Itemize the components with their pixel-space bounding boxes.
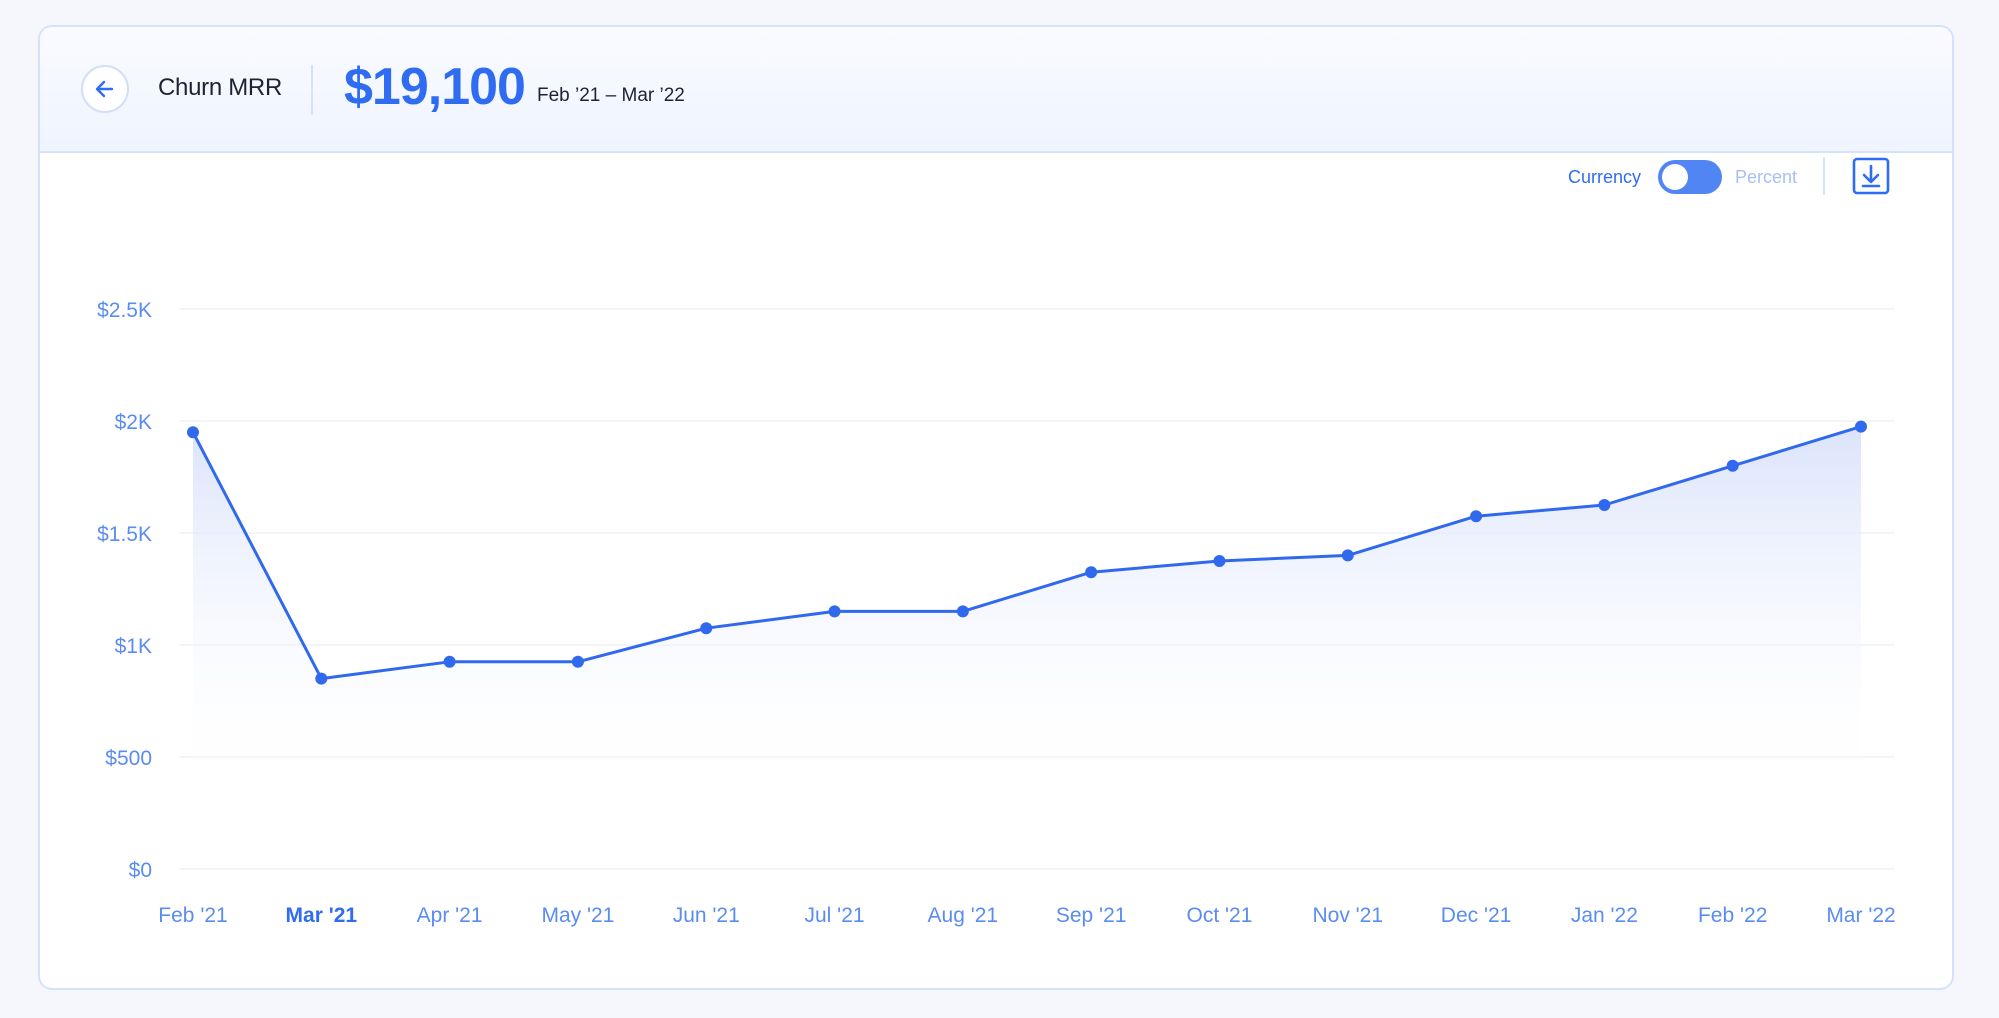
x-tick-label: Feb '22 xyxy=(1698,904,1767,927)
toolbar-divider xyxy=(1823,157,1825,195)
date-range: Feb ’21 – Mar ’22 xyxy=(537,85,685,106)
download-button[interactable] xyxy=(1852,157,1890,195)
back-button[interactable] xyxy=(81,65,129,113)
x-tick-label: Aug '21 xyxy=(928,904,999,927)
data-point xyxy=(315,672,328,685)
x-tick-label: Jun '21 xyxy=(673,904,740,927)
x-tick-label: Jul '21 xyxy=(805,904,865,927)
x-tick-label: Dec '21 xyxy=(1441,904,1512,927)
metric-name: Churn MRR xyxy=(158,74,282,101)
download-icon xyxy=(1852,157,1890,200)
data-point xyxy=(700,622,713,635)
data-point xyxy=(1598,499,1611,511)
x-tick-label: Nov '21 xyxy=(1312,904,1383,927)
x-tick-label: Mar '22 xyxy=(1826,904,1895,927)
currency-percent-toggle[interactable] xyxy=(1658,160,1722,194)
data-point xyxy=(571,655,584,668)
toggle-knob xyxy=(1662,164,1688,190)
data-point xyxy=(1726,459,1739,472)
x-tick-label: Sep '21 xyxy=(1056,904,1127,927)
currency-label[interactable]: Currency xyxy=(1568,167,1642,187)
data-point xyxy=(1855,420,1867,433)
x-tick-label: May '21 xyxy=(541,904,614,927)
data-point xyxy=(1213,555,1226,567)
y-tick-label: $1.5K xyxy=(97,523,152,546)
data-point xyxy=(828,605,841,618)
x-tick-label: Oct '21 xyxy=(1187,904,1253,927)
y-tick-label: $1K xyxy=(115,635,152,658)
data-point xyxy=(1085,566,1098,579)
data-point xyxy=(956,605,969,618)
data-point xyxy=(187,426,199,439)
series-line xyxy=(191,425,1862,681)
x-tick-label: Mar '21 xyxy=(286,904,358,927)
x-tick-label: Jan '22 xyxy=(1571,904,1638,927)
data-point xyxy=(1341,549,1354,562)
x-tick-label: Apr '21 xyxy=(417,904,483,927)
arrow-left-icon xyxy=(94,78,116,100)
data-point xyxy=(443,655,456,668)
card-header: Churn MRR $19,100 Feb ’21 – Mar ’22 xyxy=(40,27,1952,153)
y-tick-label: $500 xyxy=(105,747,152,770)
percent-label[interactable]: Percent xyxy=(1735,167,1798,187)
y-tick-label: $2.5K xyxy=(97,299,152,322)
y-tick-label: $0 xyxy=(129,859,152,882)
data-point xyxy=(1470,510,1483,523)
y-tick-label: $2K xyxy=(115,411,152,434)
header-divider xyxy=(311,65,313,115)
area-fill xyxy=(193,426,1861,780)
x-tick-label: Feb '21 xyxy=(158,904,227,927)
metric-value: $19,100 xyxy=(344,58,526,116)
